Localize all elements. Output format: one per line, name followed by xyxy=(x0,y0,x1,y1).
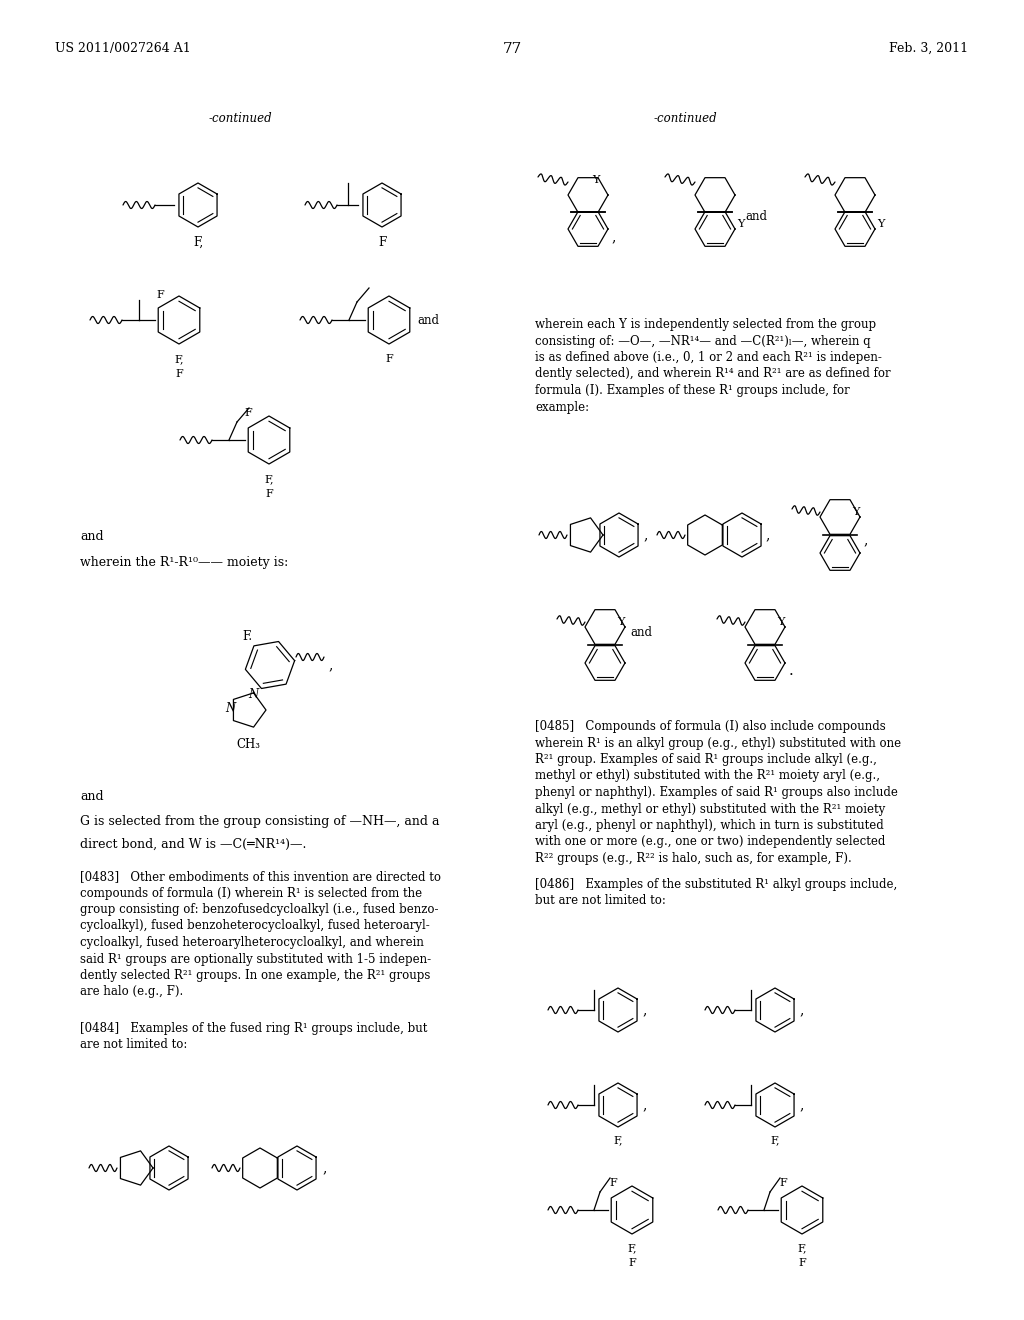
Text: F: F xyxy=(798,1258,806,1269)
Text: Y: Y xyxy=(617,616,625,627)
Text: -continued: -continued xyxy=(208,112,271,125)
Text: F: F xyxy=(609,1177,616,1188)
Text: and: and xyxy=(80,789,103,803)
Text: ,: , xyxy=(642,1003,646,1016)
Text: ,: , xyxy=(322,1162,327,1175)
Text: F: F xyxy=(628,1258,636,1269)
Text: F,: F, xyxy=(613,1135,623,1144)
Text: ,: , xyxy=(765,528,769,543)
Text: F,: F, xyxy=(174,354,183,364)
Text: Y: Y xyxy=(852,507,859,517)
Text: F,: F, xyxy=(193,236,203,249)
Text: ,: , xyxy=(642,1098,646,1111)
Text: F,: F, xyxy=(798,1243,807,1253)
Text: CH₃: CH₃ xyxy=(236,738,260,751)
Text: -continued: -continued xyxy=(653,112,717,125)
Text: Y: Y xyxy=(777,616,784,627)
Text: wherein the R¹-R¹⁰—— moiety is:: wherein the R¹-R¹⁰—— moiety is: xyxy=(80,556,288,569)
Text: F: F xyxy=(175,370,183,379)
Text: direct bond, and W is —C(═NR¹⁴)—.: direct bond, and W is —C(═NR¹⁴)—. xyxy=(80,838,306,851)
Text: Y: Y xyxy=(737,219,744,228)
Text: [0485]   Compounds of formula (I) also include compounds
wherein R¹ is an alkyl : [0485] Compounds of formula (I) also inc… xyxy=(535,719,901,865)
Text: F: F xyxy=(265,488,272,499)
Text: [0486]   Examples of the substituted R¹ alkyl groups include,
but are not limite: [0486] Examples of the substituted R¹ al… xyxy=(535,878,897,908)
Text: N: N xyxy=(225,701,236,714)
Text: F,: F, xyxy=(264,474,273,484)
Text: ,: , xyxy=(328,657,333,672)
Text: ,: , xyxy=(799,1098,804,1111)
Text: .: . xyxy=(790,664,794,678)
Text: F.: F. xyxy=(242,631,252,644)
Text: F,: F, xyxy=(770,1135,779,1144)
Text: 77: 77 xyxy=(503,42,521,55)
Text: US 2011/0027264 A1: US 2011/0027264 A1 xyxy=(55,42,190,55)
Text: F: F xyxy=(244,408,252,418)
Text: [0484]   Examples of the fused ring R¹ groups include, but
are not limited to:: [0484] Examples of the fused ring R¹ gro… xyxy=(80,1022,427,1052)
Text: and: and xyxy=(745,210,767,223)
Text: ,: , xyxy=(643,528,647,543)
Text: G is selected from the group consisting of —NH—, and a: G is selected from the group consisting … xyxy=(80,814,439,828)
Text: F: F xyxy=(385,354,393,364)
Text: F: F xyxy=(779,1177,786,1188)
Text: wherein each Y is independently selected from the group
consisting of: —O—, —NR¹: wherein each Y is independently selected… xyxy=(535,318,891,413)
Text: ,: , xyxy=(863,533,867,546)
Text: ,: , xyxy=(799,1003,804,1016)
Text: F: F xyxy=(156,290,164,300)
Text: and: and xyxy=(630,626,652,639)
Text: F,: F, xyxy=(628,1243,637,1253)
Text: N: N xyxy=(248,688,258,701)
Text: F: F xyxy=(378,236,386,249)
Text: [0483]   Other embodiments of this invention are directed to
compounds of formul: [0483] Other embodiments of this inventi… xyxy=(80,870,441,998)
Text: Feb. 3, 2011: Feb. 3, 2011 xyxy=(889,42,968,55)
Text: Y: Y xyxy=(878,219,885,228)
Text: and: and xyxy=(417,314,439,326)
Text: ,: , xyxy=(611,230,615,244)
Text: and: and xyxy=(80,531,103,543)
Text: Y: Y xyxy=(592,176,600,185)
